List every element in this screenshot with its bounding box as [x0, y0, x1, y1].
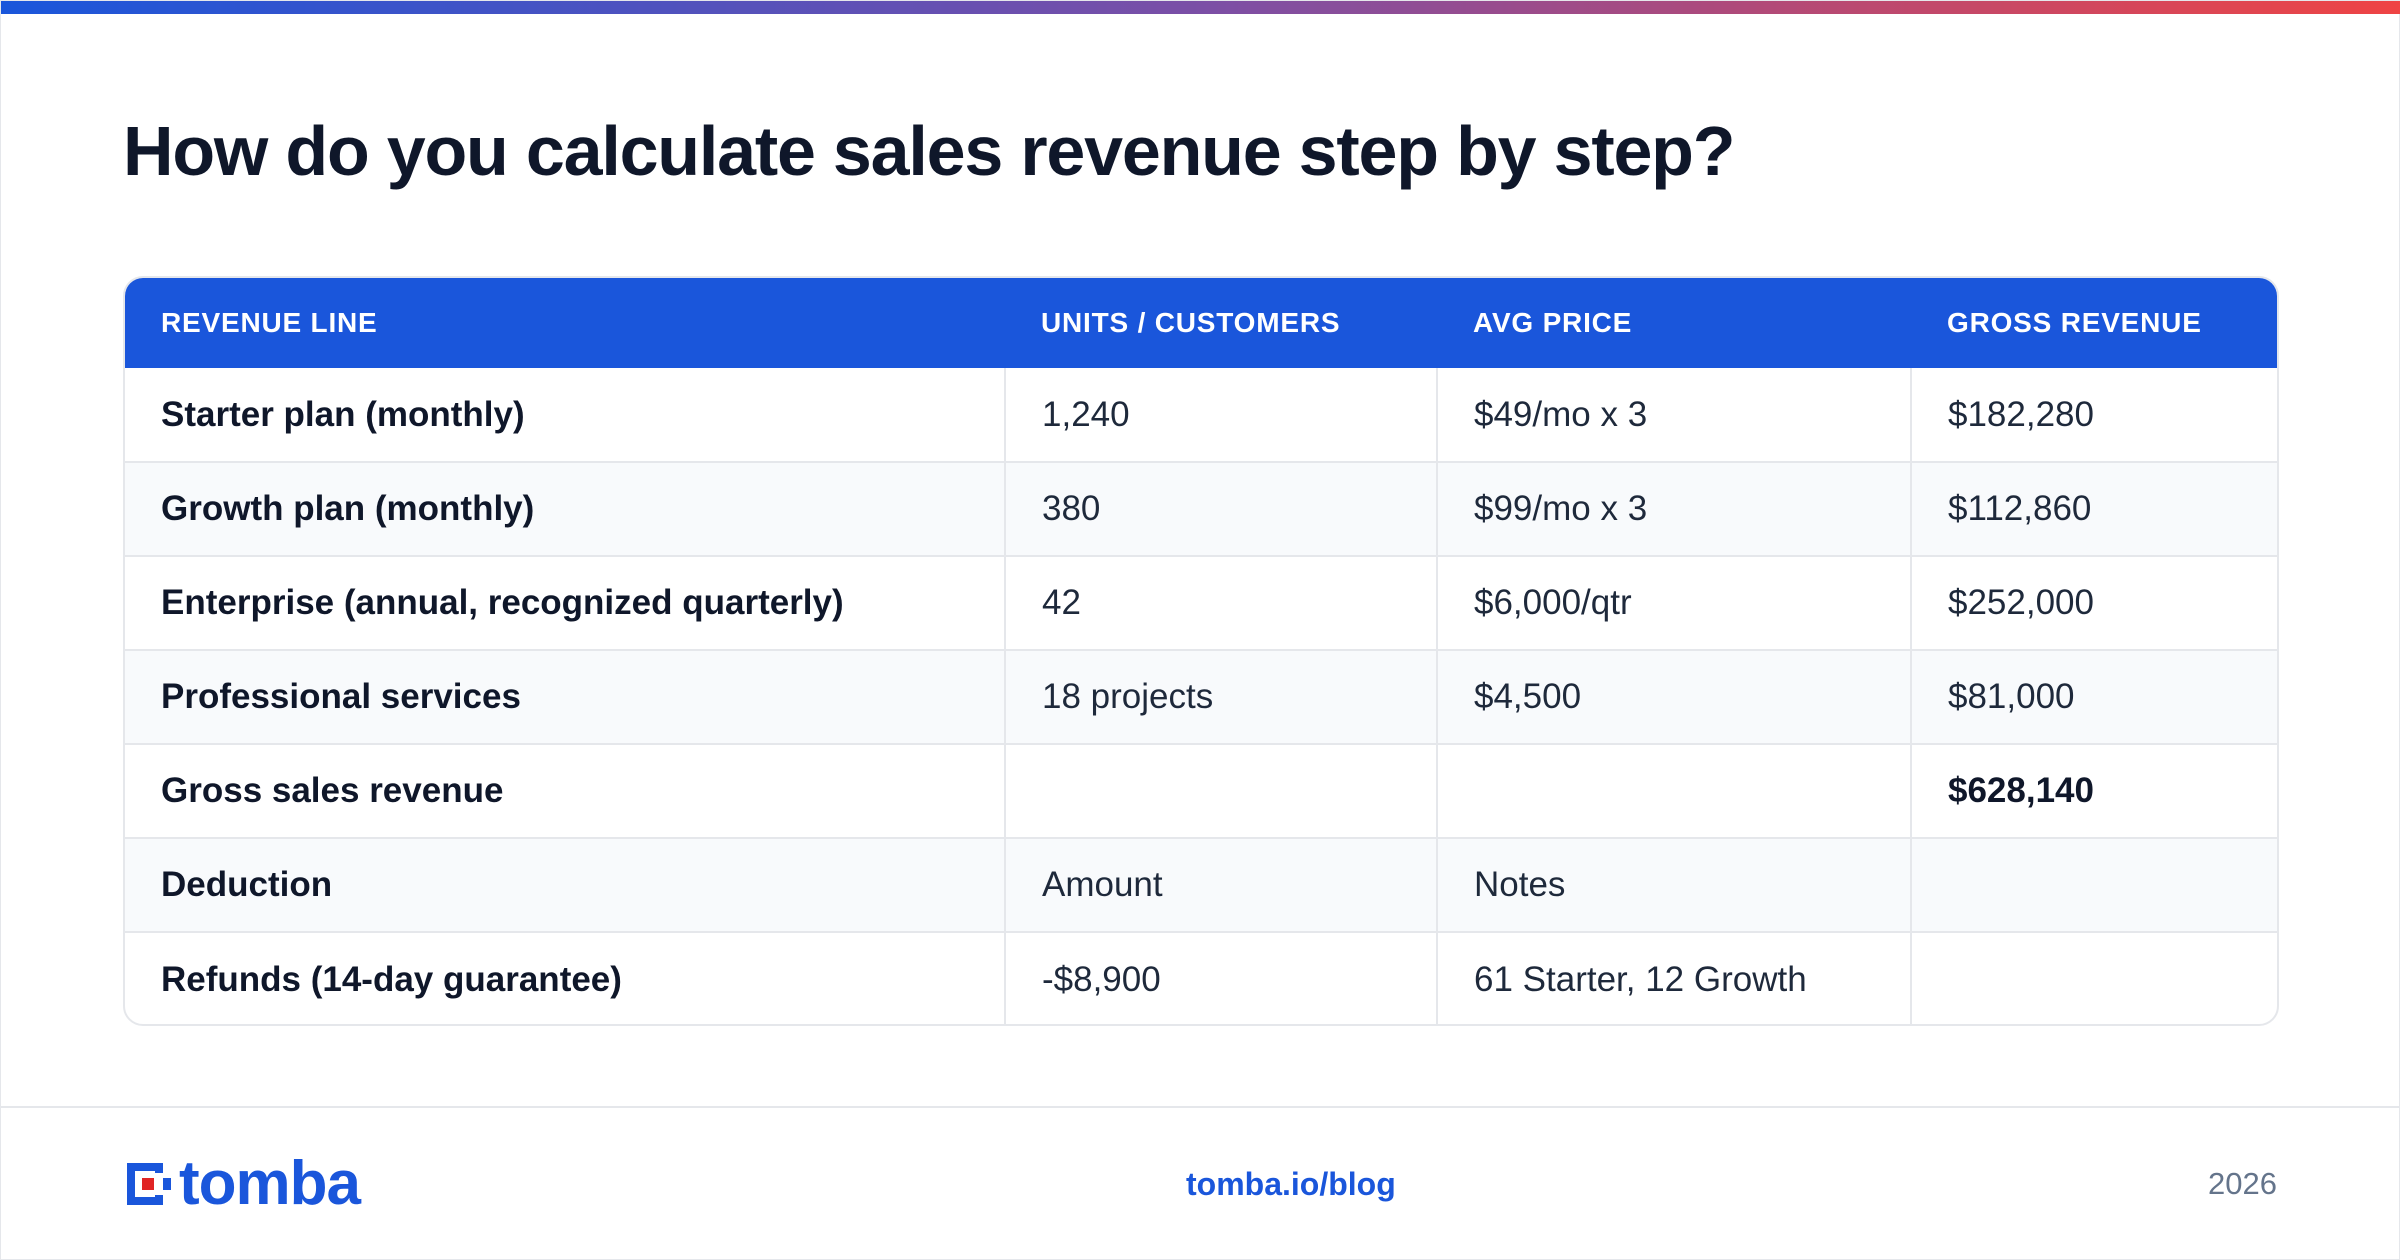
logo-text: tomba — [179, 1149, 361, 1218]
cell-revenue-line: Growth plan (monthly) — [161, 489, 535, 528]
table-row-deduction-header: Deduction Amount Notes — [125, 838, 2277, 932]
cell-avg-price: $99/mo x 3 — [1436, 462, 1911, 556]
cell-avg-price — [1436, 744, 1911, 838]
header-revenue-line: REVENUE LINE — [161, 307, 378, 338]
footer-blog-link[interactable]: tomba.io/blog — [1186, 1166, 1396, 1202]
tomba-logo[interactable]: tomba — [123, 1149, 361, 1218]
cell-avg-price: $49/mo x 3 — [1436, 368, 1911, 462]
footer-year: 2026 — [2208, 1166, 2277, 1201]
cell-notes-label: Notes — [1436, 838, 1911, 932]
header-units-customers: UNITS / CUSTOMERS — [1041, 307, 1341, 338]
cell-deduction: Refunds (14-day guarantee) — [161, 959, 622, 999]
tomba-logo-icon — [127, 1163, 171, 1205]
top-gradient-bar — [1, 1, 2400, 14]
table-row: Starter plan (monthly) 1,240 $49/mo x 3 … — [125, 368, 2277, 462]
cell-gross-revenue: $182,280 — [1910, 368, 2277, 462]
table-row: Refunds (14-day guarantee) -$8,900 61 St… — [125, 932, 2277, 1024]
cell-units: 1,240 — [1004, 368, 1437, 462]
table-row: Professional services 18 projects $4,500… — [125, 650, 2277, 744]
cell-empty — [1910, 838, 2277, 932]
table-row: Growth plan (monthly) 380 $99/mo x 3 $11… — [125, 462, 2277, 556]
revenue-table-container: REVENUE LINE UNITS / CUSTOMERS AVG PRICE… — [123, 276, 2279, 1026]
cell-deduction-label: Deduction — [161, 865, 333, 904]
revenue-table: REVENUE LINE UNITS / CUSTOMERS AVG PRICE… — [125, 278, 2277, 1024]
table-header-row: REVENUE LINE UNITS / CUSTOMERS AVG PRICE… — [125, 278, 2277, 368]
cell-gross-revenue: $81,000 — [1910, 650, 2277, 744]
cell-units: 18 projects — [1004, 650, 1437, 744]
cell-units: 42 — [1004, 556, 1437, 650]
cell-avg-price: $4,500 — [1436, 650, 1911, 744]
cell-avg-price: $6,000/qtr — [1436, 556, 1911, 650]
cell-gross-revenue: $252,000 — [1910, 556, 2277, 650]
cell-revenue-line: Gross sales revenue — [161, 771, 504, 810]
cell-amount-label: Amount — [1004, 838, 1437, 932]
footer-divider — [1, 1106, 2400, 1108]
cell-revenue-line: Enterprise (annual, recognized quarterly… — [161, 583, 844, 622]
cell-notes: 61 Starter, 12 Growth — [1436, 932, 1911, 1024]
table-row: Enterprise (annual, recognized quarterly… — [125, 556, 2277, 650]
cell-revenue-line: Starter plan (monthly) — [161, 394, 525, 434]
cell-gross-revenue-total: $628,140 — [1910, 744, 2277, 838]
header-gross-revenue: GROSS REVENUE — [1947, 307, 2202, 338]
page-title: How do you calculate sales revenue step … — [123, 112, 1735, 190]
cell-units — [1004, 744, 1437, 838]
cell-amount: -$8,900 — [1004, 932, 1437, 1024]
table-row-total: Gross sales revenue $628,140 — [125, 744, 2277, 838]
cell-units: 380 — [1004, 462, 1437, 556]
cell-revenue-line: Professional services — [161, 677, 521, 716]
cell-gross-revenue: $112,860 — [1910, 462, 2277, 556]
header-avg-price: AVG PRICE — [1473, 307, 1633, 338]
cell-empty — [1910, 932, 2277, 1024]
